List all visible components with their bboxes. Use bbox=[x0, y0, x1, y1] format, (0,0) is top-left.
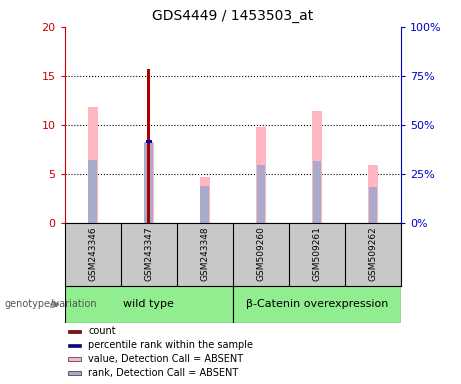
Bar bbox=[312, 111, 322, 223]
Text: β-Catenin overexpression: β-Catenin overexpression bbox=[246, 299, 388, 310]
Bar bbox=[144, 143, 153, 223]
Bar bbox=[68, 329, 82, 333]
Text: GSM243346: GSM243346 bbox=[88, 226, 97, 281]
Bar bbox=[146, 140, 152, 143]
Text: GSM243348: GSM243348 bbox=[200, 226, 209, 281]
Text: genotype/variation: genotype/variation bbox=[5, 299, 97, 310]
Bar bbox=[369, 187, 377, 223]
Text: GSM243347: GSM243347 bbox=[144, 226, 153, 281]
Bar bbox=[68, 371, 82, 375]
Bar bbox=[200, 177, 210, 223]
Bar bbox=[88, 107, 98, 223]
Text: percentile rank within the sample: percentile rank within the sample bbox=[88, 340, 253, 350]
Bar bbox=[65, 286, 233, 323]
Bar bbox=[201, 187, 209, 223]
Bar bbox=[368, 165, 378, 223]
Text: wild type: wild type bbox=[123, 299, 174, 310]
Text: GSM509261: GSM509261 bbox=[313, 226, 321, 281]
Bar bbox=[313, 161, 321, 223]
Title: GDS4449 / 1453503_at: GDS4449 / 1453503_at bbox=[152, 9, 313, 23]
Text: GSM509260: GSM509260 bbox=[256, 226, 266, 281]
Text: GSM509262: GSM509262 bbox=[368, 226, 378, 281]
Text: rank, Detection Call = ABSENT: rank, Detection Call = ABSENT bbox=[88, 368, 238, 378]
Bar bbox=[68, 344, 82, 347]
Bar bbox=[147, 69, 150, 223]
Bar bbox=[144, 142, 154, 223]
Text: value, Detection Call = ABSENT: value, Detection Call = ABSENT bbox=[88, 354, 243, 364]
Bar bbox=[89, 160, 97, 223]
Text: count: count bbox=[88, 326, 116, 336]
Bar bbox=[233, 286, 401, 323]
Bar bbox=[256, 127, 266, 223]
Bar bbox=[68, 358, 82, 361]
Bar bbox=[257, 165, 265, 223]
